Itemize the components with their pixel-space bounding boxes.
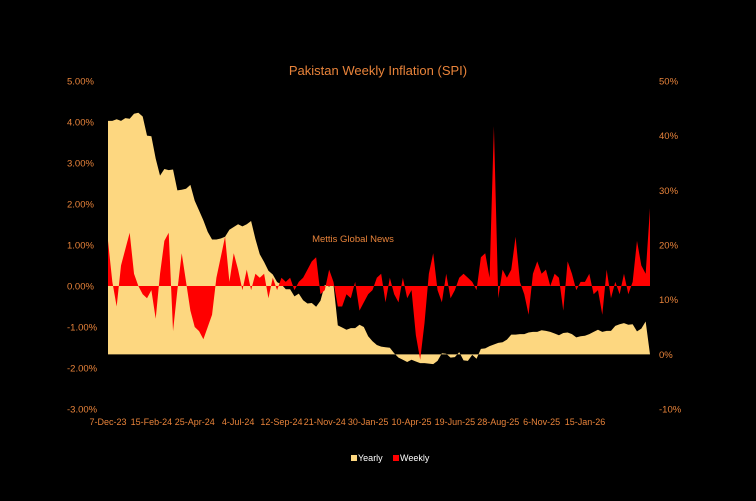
x-axis-tick-label: 7-Dec-23 [89,417,126,427]
x-axis-tick-label: 6-Nov-25 [523,417,560,427]
x-axis-ticks: 7-Dec-23 15-Feb-24 25-Apr-24 4-Jul-24 12-Sep… [89,417,605,427]
x-axis-tick-label: 21-Nov-24 [304,417,346,427]
left-axis-tick-label: 1.00% [67,241,94,252]
x-axis-tick-label: 4-Jul-24 [222,417,255,427]
legend-label-yearly: Yearly [358,453,383,463]
right-axis-tick-label: 40% [659,131,679,142]
left-axis-tick-label: -3.00% [67,405,98,416]
x-axis-tick-label: 25-Apr-24 [175,417,215,427]
right-axis-ticks: 50% 40% 30% 20% 10% 0% -10% [659,77,682,416]
x-axis-tick-label: 19-Jun-25 [435,417,476,427]
legend: Yearly Weekly [351,453,430,463]
x-axis-tick-label: 10-Apr-25 [392,417,432,427]
right-axis-tick-label: 50% [659,77,679,88]
left-axis-tick-label: 3.00% [67,159,94,170]
x-axis-tick-label: 28-Aug-25 [477,417,519,427]
left-axis-tick-label: -2.00% [67,364,98,375]
x-axis-tick-label: 15-Feb-24 [131,417,173,427]
yearly-area [108,112,650,365]
x-axis-tick-label: 30-Jan-25 [348,417,389,427]
left-axis-tick-label: -1.00% [67,323,98,334]
left-axis-tick-label: 0.00% [67,282,94,293]
legend-swatch-yearly [351,455,357,461]
legend-label-weekly: Weekly [400,453,430,463]
watermark-text: Mettis Global News [312,234,394,245]
chart-title: Pakistan Weekly Inflation (SPI) [289,63,467,78]
yearly-area-path [108,112,650,365]
x-axis-tick-label: 12-Sep-24 [260,417,302,427]
legend-swatch-weekly [393,455,399,461]
right-axis-tick-label: -10% [659,405,682,416]
x-axis-tick-label: 15-Jan-26 [565,417,606,427]
left-axis-tick-label: 5.00% [67,77,94,88]
left-axis-ticks: 5.00% 4.00% 3.00% 2.00% 1.00% 0.00% -1.00% -2.0… [67,77,98,416]
right-axis-tick-label: 0% [659,350,673,361]
right-axis-tick-label: 10% [659,295,679,306]
right-axis-tick-label: 20% [659,241,679,252]
left-axis-tick-label: 4.00% [67,118,94,129]
left-axis-tick-label: 2.00% [67,200,94,211]
right-axis-tick-label: 30% [659,186,679,197]
